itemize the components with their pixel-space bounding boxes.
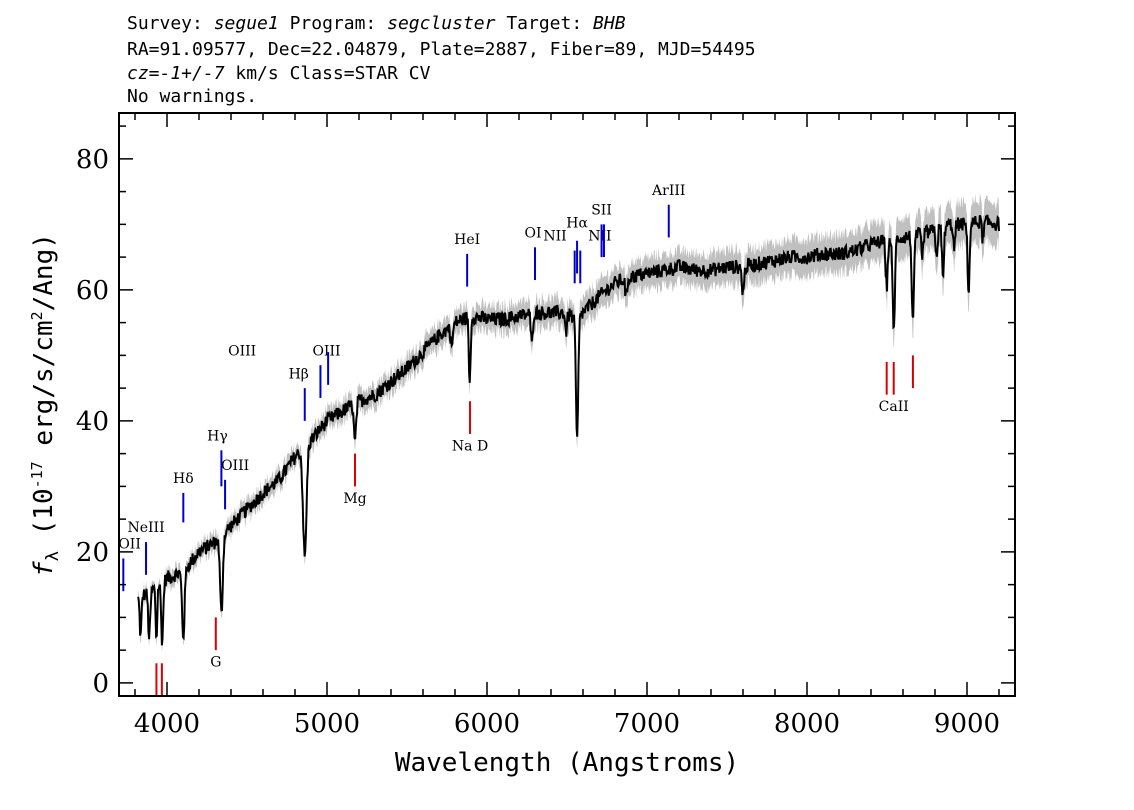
emission-line-label: OIII bbox=[312, 343, 340, 359]
y-tick-label: 80 bbox=[76, 145, 109, 175]
spectrum-flux-line bbox=[137, 214, 1000, 646]
emission-line-label: NeIII bbox=[127, 520, 164, 536]
x-tick-label: 4000 bbox=[134, 709, 200, 739]
error-band bbox=[138, 193, 999, 654]
y-tick-label: 20 bbox=[76, 538, 109, 568]
x-tick-label: 9000 bbox=[934, 709, 1000, 739]
x-tick-label: 6000 bbox=[454, 709, 520, 739]
x-tick-label: 8000 bbox=[774, 709, 840, 739]
emission-line-label: OI bbox=[524, 225, 541, 241]
emission-line-label: Hβ bbox=[289, 366, 309, 382]
emission-line-label: OIII bbox=[221, 458, 249, 474]
absorption-line-label: Na D bbox=[452, 438, 488, 454]
emission-line-label: Hα bbox=[566, 216, 588, 232]
absorption-line-label: CaII bbox=[879, 399, 909, 415]
y-tick-label: 40 bbox=[76, 407, 109, 437]
plot-frame bbox=[118, 112, 1016, 697]
emission-line-label: NII bbox=[543, 229, 566, 245]
y-tick-label: 0 bbox=[92, 669, 109, 699]
emission-line-label: HeI bbox=[454, 232, 480, 248]
emission-line-label: OIII bbox=[228, 343, 256, 359]
emission-line-label: OII bbox=[118, 537, 141, 553]
axis-ticks: 4000 5000 6000 7000 8000 9000 0 20 40 60 80 bbox=[76, 113, 1015, 739]
y-axis-title: fλ (10-17 erg/s/cm2/Ang) bbox=[28, 233, 63, 577]
emission-line-label: SII bbox=[591, 203, 612, 219]
header-line-4: No warnings. bbox=[127, 86, 257, 107]
absorption-line-label: Mg bbox=[343, 491, 366, 507]
x-axis-title: Wavelength (Angstroms) bbox=[395, 748, 739, 778]
emission-line-label: Hγ bbox=[207, 429, 228, 445]
header-line-3: cz=-1+/-7 km/s Class=STAR CV bbox=[127, 63, 431, 84]
emission-line-label: NII bbox=[588, 229, 611, 245]
error-band-area bbox=[138, 193, 999, 654]
header-line-2: RA=91.09577, Dec=22.04879, Plate=2887, F… bbox=[127, 39, 756, 60]
x-tick-label: 5000 bbox=[294, 709, 360, 739]
chart-header: Survey: segue1 Program: segcluster Targe… bbox=[127, 13, 756, 107]
x-tick-label: 7000 bbox=[614, 709, 680, 739]
emission-line-label: ArIII bbox=[651, 183, 685, 199]
spectrum-line bbox=[137, 214, 1000, 646]
y-tick-label: 60 bbox=[76, 276, 109, 306]
header-line-1: Survey: segue1 Program: segcluster Targe… bbox=[127, 13, 626, 34]
emission-line-label: Hδ bbox=[173, 471, 194, 487]
absorption-line-label: G bbox=[210, 655, 221, 671]
